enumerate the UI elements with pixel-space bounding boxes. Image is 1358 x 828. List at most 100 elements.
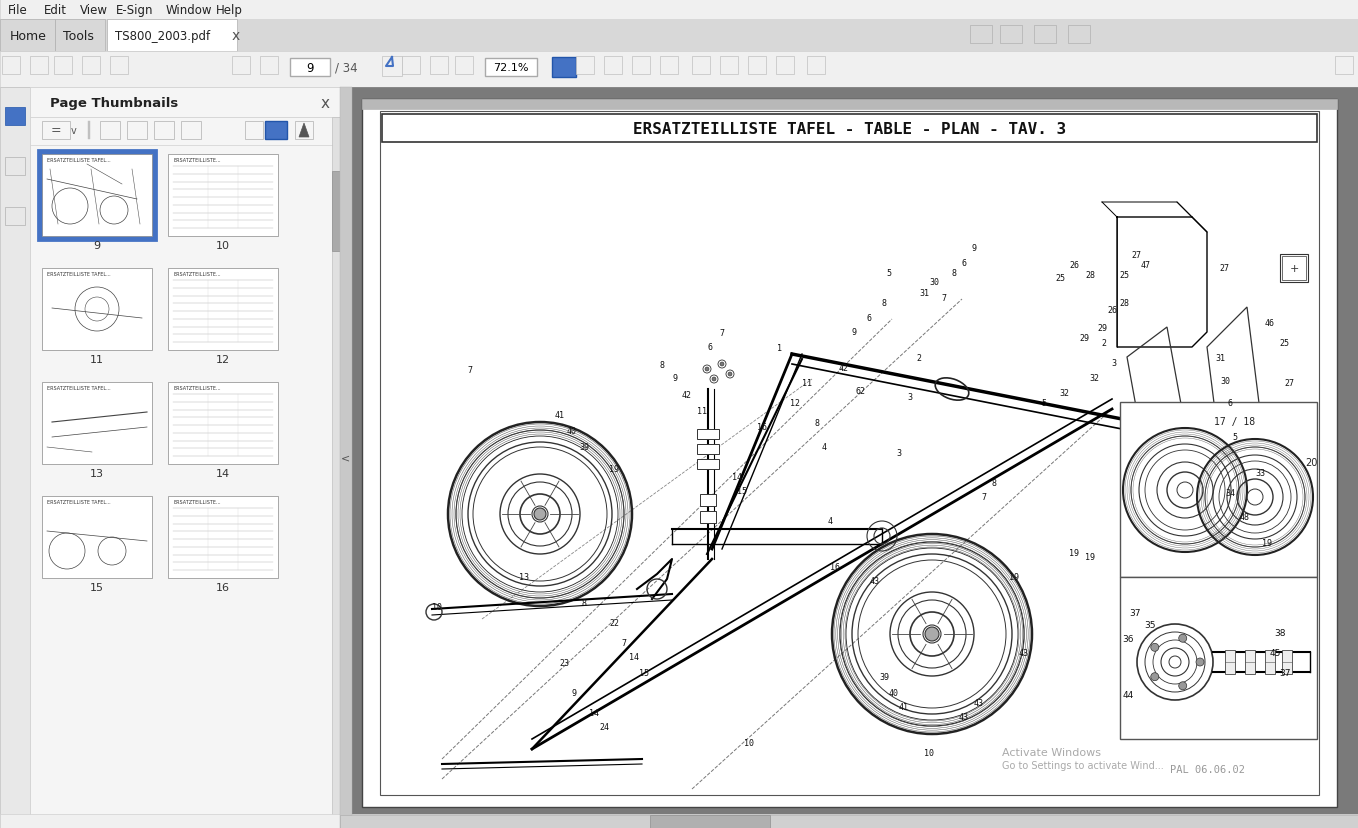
Bar [697,445,718,455]
Text: 41: 41 [899,703,909,711]
Text: 31: 31 [919,288,929,297]
Text: 40: 40 [568,427,577,436]
Bar [693,57,710,75]
Text: 5: 5 [887,268,891,277]
Text: 5: 5 [1233,433,1237,442]
Text: ERSATZTEILLISTE TAFEL...: ERSATZTEILLISTE TAFEL... [48,272,110,277]
Text: 47: 47 [1141,260,1152,269]
Text: ERSATZTEILLISTE TAFEL...: ERSATZTEILLISTE TAFEL... [48,158,110,163]
Bar [259,57,278,75]
Text: x: x [320,95,330,110]
Text: View: View [80,3,109,17]
Text: 4: 4 [827,517,832,526]
Bar [402,57,420,75]
Bar [380,112,1319,795]
Bar [56,20,105,52]
Bar [42,383,152,465]
Text: 6: 6 [708,342,713,351]
Bar [42,268,152,350]
Bar [42,497,152,578]
Text: 37: 37 [1130,608,1141,617]
Text: 25: 25 [1119,270,1128,279]
Bar [999,26,1023,44]
Text: 19: 19 [1085,553,1095,562]
Text: Window: Window [166,3,212,17]
Text: 10: 10 [923,748,934,757]
Text: 19: 19 [1262,538,1272,546]
Bar [1120,402,1317,577]
Text: 35: 35 [1145,621,1156,630]
Text: ERSATZTEILLISTE TAFEL - TABLE - PLAN - TAV. 3: ERSATZTEILLISTE TAFEL - TABLE - PLAN - T… [633,122,1066,137]
Text: 6: 6 [961,258,967,267]
Text: 19: 19 [1009,573,1018,582]
Circle shape [925,628,938,641]
Bar [604,57,622,75]
Text: 15: 15 [737,487,747,496]
Text: 26: 26 [1069,260,1080,269]
Text: 14: 14 [732,473,741,482]
Text: 25: 25 [1055,273,1065,282]
Bar [0,20,56,52]
Text: 8: 8 [881,298,887,307]
Bar [0,0,1358,20]
Bar [168,268,278,350]
Text: 15: 15 [90,582,105,592]
Bar [1245,650,1255,674]
Text: 7: 7 [982,493,986,502]
Bar [485,59,536,77]
Bar [455,57,473,75]
Bar [30,88,340,828]
Bar [720,57,737,75]
Text: PAL 06.06.02: PAL 06.06.02 [1171,764,1245,774]
Bar [1225,650,1234,674]
Text: 13: 13 [519,573,530,582]
Bar [0,20,1358,52]
Text: 43: 43 [974,698,985,706]
Text: 8: 8 [581,598,587,607]
Bar [551,58,576,78]
Text: 42: 42 [839,363,849,372]
Text: 10: 10 [216,241,230,251]
Circle shape [534,508,546,520]
Text: 3: 3 [896,448,902,457]
Text: 5: 5 [1042,398,1047,407]
Text: / 34: / 34 [335,61,357,75]
Text: 27: 27 [1285,378,1294,387]
Bar [168,383,278,465]
Text: 40: 40 [889,688,899,696]
Circle shape [1196,658,1205,667]
Text: 9: 9 [851,327,857,336]
Text: 8: 8 [660,360,664,369]
Bar [153,122,174,140]
Bar [660,57,678,75]
Bar [107,20,238,52]
Text: 43: 43 [870,577,880,585]
Text: 8: 8 [815,418,819,427]
Bar [42,122,71,140]
Bar [1281,255,1308,282]
Text: 15: 15 [640,667,649,676]
Text: 16: 16 [756,423,767,432]
Text: 16: 16 [216,582,230,592]
Text: 23: 23 [559,657,569,667]
Text: 31: 31 [1215,353,1225,362]
Bar [631,57,650,75]
Circle shape [720,363,724,367]
Text: ERSATZTEILLISTE...: ERSATZTEILLISTE... [172,158,220,163]
Bar [363,100,1338,110]
Bar [748,57,766,75]
Bar [650,815,770,828]
Text: 2: 2 [917,353,922,362]
Text: 3: 3 [1111,358,1116,367]
Bar [697,430,718,440]
Text: 14: 14 [589,708,599,717]
Circle shape [1150,643,1158,652]
Circle shape [1179,634,1187,643]
Bar [232,57,250,75]
Bar [38,151,156,241]
Bar [363,100,1338,807]
Text: Home: Home [10,30,48,42]
Bar [807,57,826,75]
Text: =: = [50,124,61,137]
Bar [1282,257,1306,281]
